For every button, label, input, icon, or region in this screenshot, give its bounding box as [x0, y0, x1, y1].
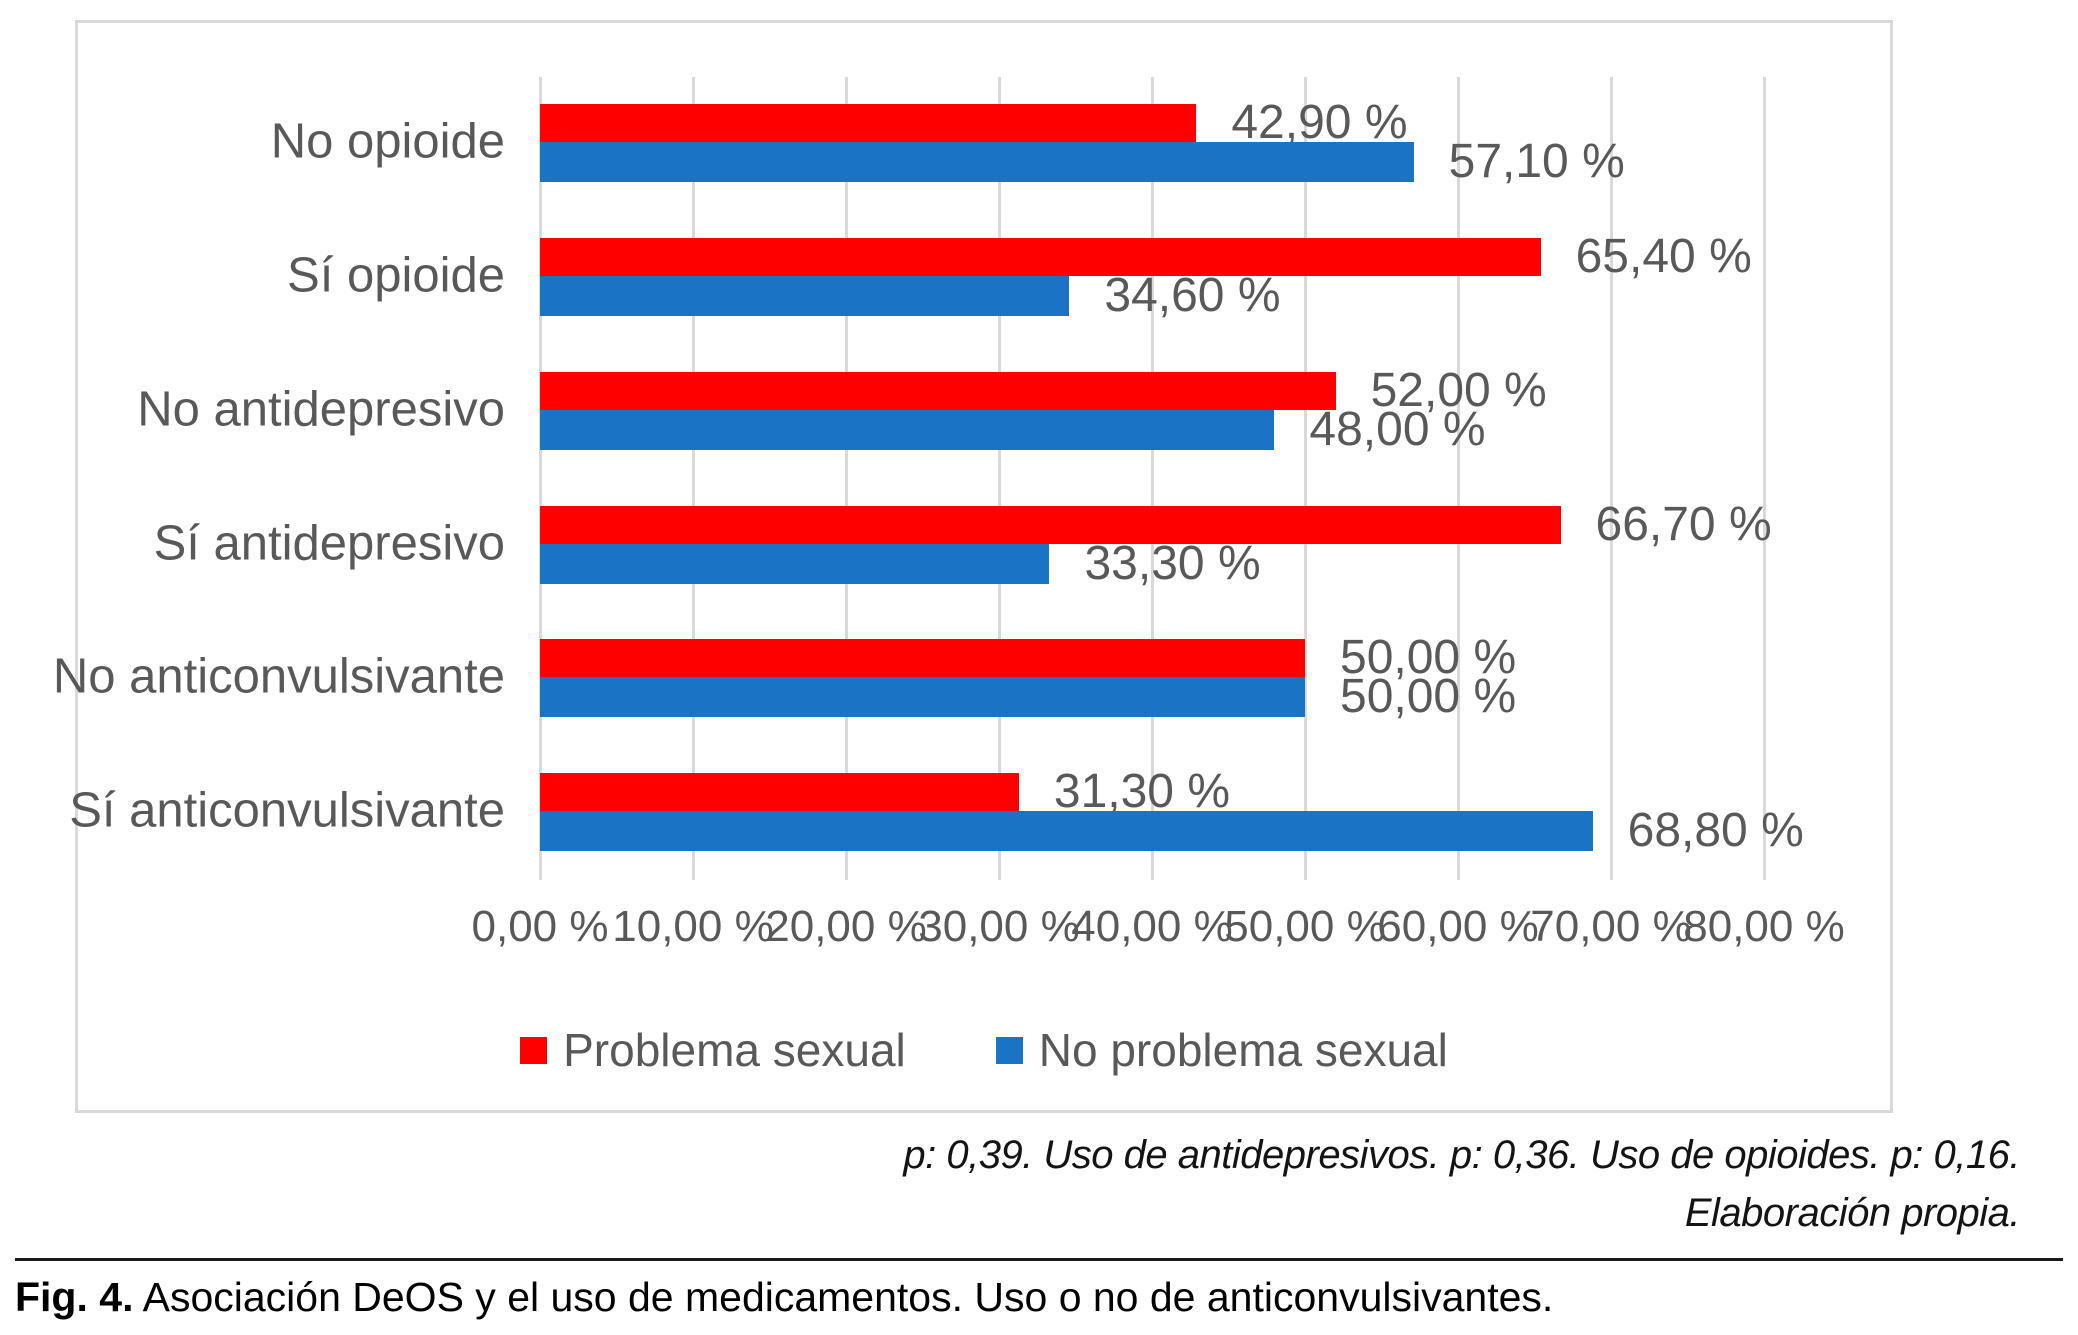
bar-problema-sexual [540, 371, 1336, 410]
legend-label-problema-sexual: Problema sexual [563, 1024, 906, 1076]
legend-swatch-no-problema-sexual [995, 1036, 1023, 1064]
x-tick-label: 40,00 % [1071, 902, 1233, 951]
category-label: Sí opioide [287, 248, 505, 303]
value-label: 42,90 % [1231, 96, 1408, 149]
x-tick-label: 0,00 % [471, 902, 609, 951]
category-label: No opioide [270, 114, 505, 169]
plot-area: 0,00 % 10,00 % 20,00 % 30,00 % 40,00 % 50,00 … [53, 77, 1845, 949]
legend-item-no-problema-sexual: No problema sexual [995, 1023, 1448, 1077]
value-label: 33,30 % [1084, 536, 1261, 590]
chart-legend: Problema sexual No problema sexual [78, 1023, 1890, 1077]
gridline [1150, 77, 1154, 880]
category-label: Sí antidepresivo [153, 516, 505, 570]
x-tick-label: 80,00 % [1683, 902, 1845, 951]
value-label: 52,00 % [1370, 363, 1547, 417]
value-label: 50,00 % [1340, 631, 1517, 685]
category-label: Sí anticonvulsivante [69, 783, 505, 838]
value-label: 48,00 % [1309, 402, 1486, 456]
legend-item-problema-sexual: Problema sexual [520, 1023, 906, 1077]
caption-divider [15, 1258, 2063, 1261]
value-label: 57,10 % [1448, 135, 1625, 188]
gridline [997, 77, 1001, 880]
x-tick-label: 20,00 % [765, 902, 927, 951]
gridline [691, 77, 695, 880]
legend-swatch-problema-sexual [520, 1036, 548, 1064]
value-label: 34,60 % [1104, 268, 1281, 322]
bar-problema-sexual [540, 773, 1019, 812]
value-label: 31,30 % [1053, 765, 1231, 819]
value-label: 50,00 % [1340, 670, 1517, 724]
x-tick-label: 60,00 % [1377, 902, 1539, 951]
x-tick-label: 10,00 % [612, 902, 774, 951]
bar-no-problema-sexual [540, 543, 1050, 584]
x-tick-label: 50,00 % [1224, 902, 1386, 951]
gridline [844, 77, 848, 880]
figure-caption: Fig. 4. Asociación DeOS y el uso de medi… [15, 1274, 1553, 1321]
value-label: 66,70 % [1595, 497, 1772, 551]
category-label: No anticonvulsivante [52, 649, 505, 704]
bar-problema-sexual [540, 639, 1305, 678]
bar-no-problema-sexual [540, 275, 1070, 316]
footnote-line-source: Elaboración propia. [1684, 1191, 2021, 1235]
bar-problema-sexual [540, 505, 1561, 544]
bar-no-problema-sexual [540, 142, 1414, 182]
x-tick-label: 30,00 % [918, 902, 1080, 951]
footnote-line-pvalues: p: 0,39. Uso de antidepresivos. p: 0,36.… [903, 1133, 2020, 1177]
bar-problema-sexual [540, 104, 1197, 142]
gridline [1456, 77, 1460, 880]
figure-caption-number: Fig. 4. [15, 1274, 134, 1320]
bar-no-problema-sexual [540, 811, 1593, 852]
bar-no-problema-sexual [540, 409, 1275, 450]
category-label: No antidepresivo [137, 382, 505, 437]
legend-label-no-problema-sexual: No problema sexual [1038, 1024, 1448, 1076]
gridline [1303, 77, 1307, 880]
gridline [1609, 77, 1613, 880]
gridline [1762, 77, 1766, 880]
figure-footnote: p: 0,39. Uso de antidepresivos. p: 0,36.… [903, 1126, 2020, 1242]
value-label: 68,80 % [1627, 804, 1804, 858]
bar-no-problema-sexual [540, 677, 1305, 718]
figure-caption-text: Asociación DeOS y el uso de medicamentos… [133, 1274, 1554, 1320]
bar-problema-sexual [540, 237, 1541, 276]
value-label: 65,40 % [1575, 229, 1752, 283]
x-tick-label: 70,00 % [1530, 902, 1692, 951]
gridline [538, 77, 542, 880]
chart-frame: 0,00 % 10,00 % 20,00 % 30,00 % 40,00 % 50,00 … [53, 20, 1893, 1113]
